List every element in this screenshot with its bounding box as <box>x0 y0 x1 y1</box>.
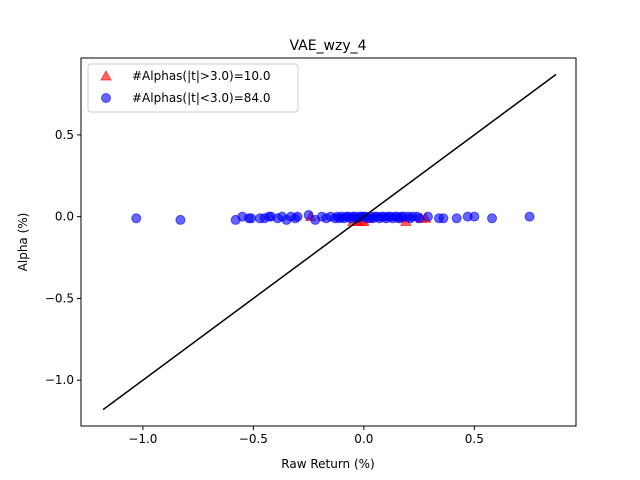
data-point-circle <box>487 213 498 224</box>
data-point-circle <box>422 211 433 222</box>
y-axis-label: Alpha (%) <box>16 213 30 272</box>
y-tick-label: −1.0 <box>45 373 74 387</box>
legend-box <box>87 63 299 113</box>
x-tick-label: −1.0 <box>128 432 157 446</box>
data-point-circle <box>469 211 480 222</box>
reference-line <box>102 73 557 411</box>
chart-title: VAE_wzy_4 <box>289 38 366 54</box>
plot-area <box>102 73 557 411</box>
legend-marker-circle <box>101 93 111 103</box>
x-axis-label: Raw Return (%) <box>281 457 374 471</box>
axes-frame <box>80 57 577 427</box>
data-point-circle <box>303 210 314 221</box>
legend-label-insignificant: #Alphas(|t|<3.0)=84.0 <box>132 91 271 105</box>
axis-ticks: −1.0 −0.5 0.0 0.5 −1.0 −0.5 0.0 0.5 <box>45 128 484 446</box>
x-tick-label: −0.5 <box>239 432 268 446</box>
data-point-circle <box>524 211 535 222</box>
data-point-circle <box>451 213 462 224</box>
data-point-circle <box>175 214 186 225</box>
legend: #Alphas(|t|>3.0)=10.0 #Alphas(|t|<3.0)=8… <box>87 63 299 113</box>
legend-marker-triangle <box>100 69 112 81</box>
data-point-circle <box>414 213 425 224</box>
data-point-circle <box>292 211 303 222</box>
y-tick-label: 0.0 <box>55 210 74 224</box>
data-point-circle <box>131 213 142 224</box>
data-point-circle <box>246 213 257 224</box>
legend-label-significant: #Alphas(|t|>3.0)=10.0 <box>132 69 271 83</box>
y-tick-label: −0.5 <box>45 291 74 305</box>
x-tick-label: 0.5 <box>465 432 484 446</box>
x-tick-label: 0.0 <box>354 432 373 446</box>
y-tick-label: 0.5 <box>55 128 74 142</box>
data-point-circle <box>438 213 449 224</box>
